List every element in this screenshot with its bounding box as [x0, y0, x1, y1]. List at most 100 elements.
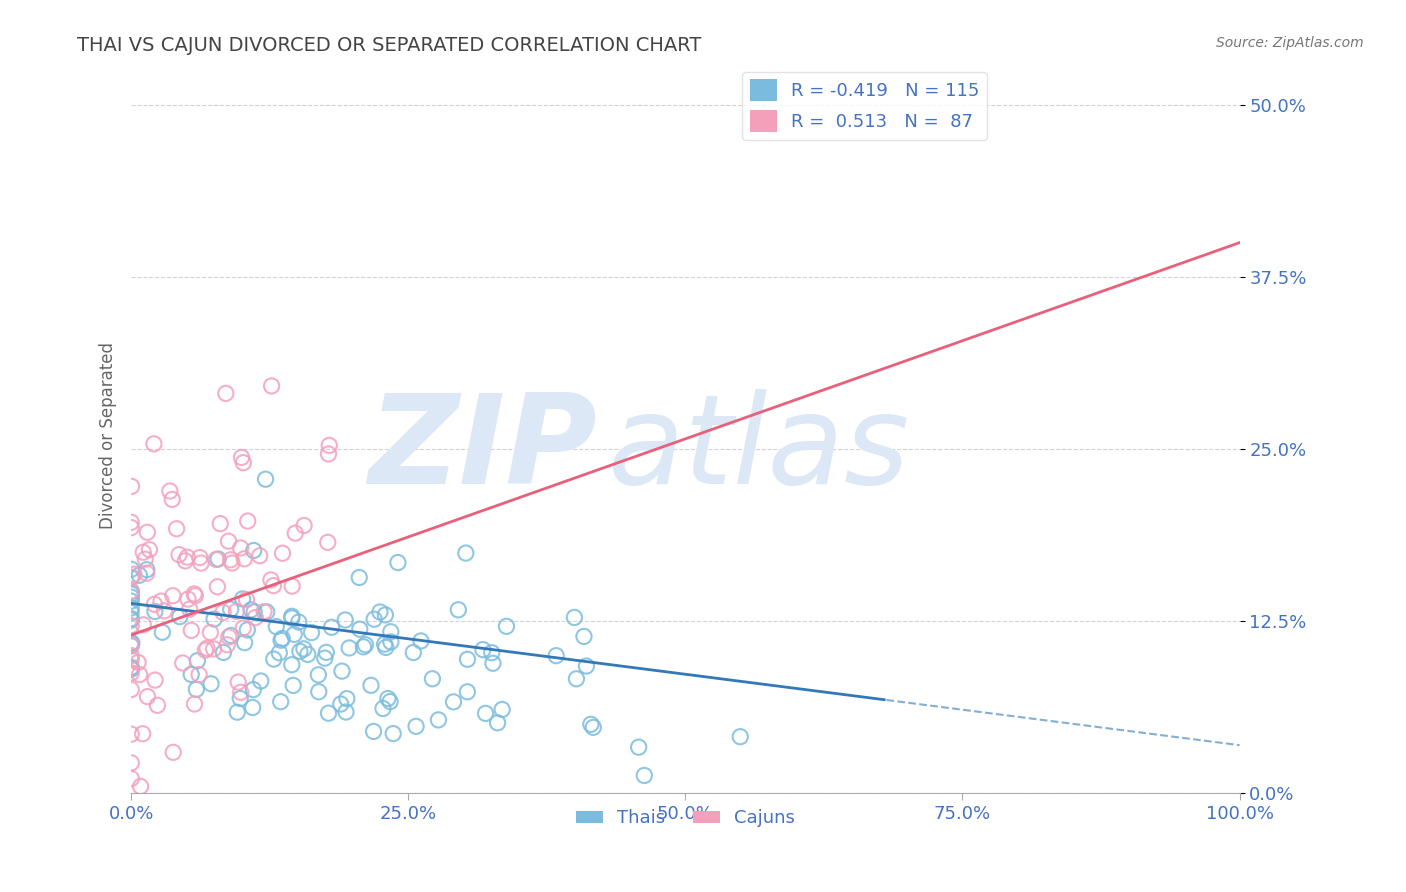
Point: [194, 643, 217, 657]
Point: [481, 646, 503, 660]
Point: [120, 638, 142, 652]
Point: [564, 610, 586, 624]
Point: [318, 438, 340, 452]
Point: [142, 437, 165, 451]
Point: [120, 571, 142, 585]
Point: [127, 656, 149, 670]
Point: [226, 705, 249, 719]
Point: [443, 695, 465, 709]
Point: [166, 522, 188, 536]
Point: [283, 678, 305, 692]
Point: [471, 642, 494, 657]
Point: [120, 662, 142, 676]
Point: [202, 641, 225, 656]
Point: [233, 635, 256, 649]
Point: [150, 625, 173, 640]
Point: [200, 677, 222, 691]
Point: [232, 456, 254, 470]
Point: [120, 612, 142, 626]
Point: [136, 690, 159, 704]
Point: [353, 640, 375, 654]
Point: [186, 682, 208, 697]
Point: [307, 668, 329, 682]
Point: [131, 727, 153, 741]
Point: [330, 664, 353, 678]
Point: [546, 648, 568, 663]
Point: [218, 630, 240, 644]
Point: [128, 667, 150, 681]
Point: [301, 625, 323, 640]
Point: [347, 570, 370, 584]
Point: [153, 604, 176, 618]
Point: [160, 492, 183, 507]
Point: [121, 636, 143, 650]
Point: [380, 624, 402, 639]
Point: [335, 705, 357, 719]
Point: [135, 563, 157, 577]
Point: [177, 592, 200, 607]
Point: [212, 606, 235, 620]
Point: [269, 646, 291, 660]
Point: [221, 556, 243, 570]
Point: [253, 605, 276, 619]
Point: [188, 550, 211, 565]
Point: [575, 659, 598, 673]
Point: [122, 567, 145, 582]
Point: [337, 640, 360, 655]
Point: [120, 584, 142, 599]
Point: [202, 612, 225, 626]
Point: [172, 656, 194, 670]
Point: [456, 685, 478, 699]
Text: THAI VS CAJUN DIVORCED OR SEPARATED CORRELATION CHART: THAI VS CAJUN DIVORCED OR SEPARATED CORR…: [77, 36, 702, 54]
Point: [447, 603, 470, 617]
Point: [422, 672, 444, 686]
Point: [236, 514, 259, 528]
Point: [382, 726, 405, 740]
Point: [183, 697, 205, 711]
Point: [495, 619, 517, 633]
Point: [121, 479, 143, 493]
Point: [143, 673, 166, 687]
Point: [162, 589, 184, 603]
Point: [409, 634, 432, 648]
Point: [236, 623, 259, 637]
Point: [120, 562, 142, 576]
Point: [184, 589, 207, 603]
Point: [308, 684, 330, 698]
Point: [120, 613, 142, 627]
Point: [633, 768, 655, 782]
Point: [120, 772, 142, 786]
Point: [263, 579, 285, 593]
Point: [405, 719, 427, 733]
Point: [195, 641, 218, 656]
Point: [260, 573, 283, 587]
Point: [120, 587, 142, 601]
Point: [243, 605, 266, 619]
Point: [270, 695, 292, 709]
Point: [135, 566, 157, 581]
Point: [627, 740, 650, 755]
Point: [374, 637, 396, 651]
Point: [349, 622, 371, 636]
Point: [572, 629, 595, 643]
Point: [134, 552, 156, 566]
Point: [129, 780, 152, 794]
Point: [316, 535, 339, 549]
Point: [256, 605, 278, 619]
Point: [288, 644, 311, 658]
Point: [120, 606, 142, 620]
Point: [271, 546, 294, 560]
Point: [280, 657, 302, 672]
Point: [378, 694, 401, 708]
Point: [582, 720, 605, 734]
Point: [225, 604, 247, 618]
Point: [297, 648, 319, 662]
Point: [318, 447, 340, 461]
Point: [374, 640, 396, 655]
Point: [186, 654, 208, 668]
Point: [377, 691, 399, 706]
Text: atlas: atlas: [607, 389, 910, 510]
Point: [235, 592, 257, 607]
Point: [281, 609, 304, 624]
Point: [200, 625, 222, 640]
